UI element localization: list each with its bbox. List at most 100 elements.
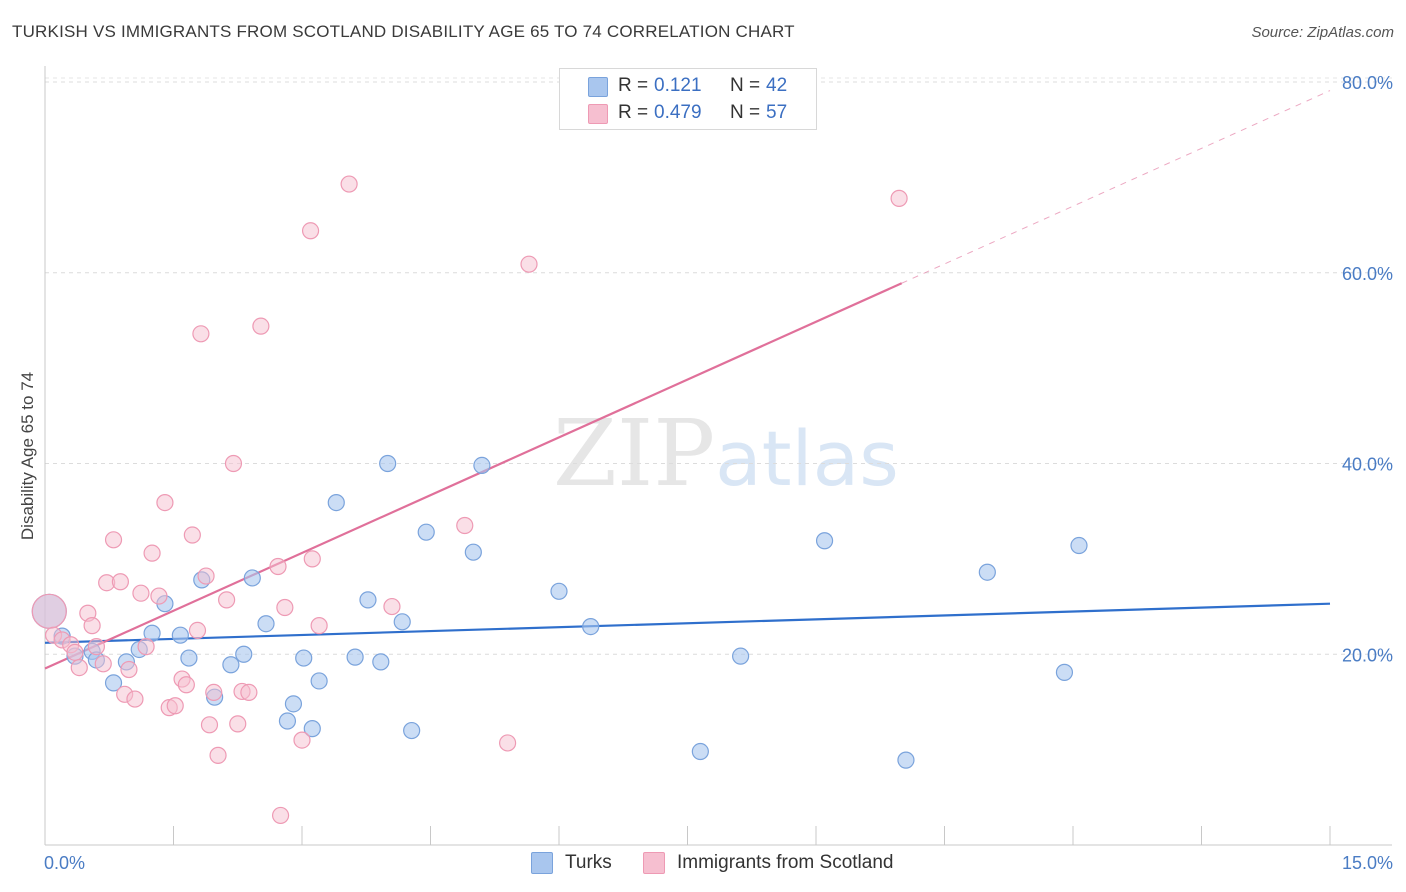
- turks-point: [379, 454, 397, 473]
- scotland-point: [104, 531, 123, 549]
- y-tick-label: 80.0%: [1342, 73, 1393, 93]
- turks-point: [815, 532, 834, 550]
- scotland-point: [120, 660, 138, 679]
- y-axis-title: Disability Age 65 to 74: [18, 372, 37, 540]
- scotland-point: [340, 175, 358, 193]
- scotland-point: [150, 587, 168, 605]
- turks-point: [403, 721, 421, 740]
- turks-point: [1070, 536, 1088, 555]
- scotland-point: [83, 617, 101, 635]
- scotland-point: [224, 454, 243, 473]
- turks-point: [582, 617, 600, 636]
- legend-row-turks: R = 0.121 N = 42: [560, 73, 816, 99]
- scotland-legend-swatch: [643, 852, 665, 874]
- legend-n-label: N =: [730, 75, 761, 96]
- turks-point: [310, 672, 328, 690]
- scotland-point: [383, 597, 401, 616]
- legend-r-label: R =: [618, 102, 649, 123]
- watermark: ZIPatlas: [553, 400, 899, 507]
- turks-swatch: [588, 77, 608, 97]
- turks-point: [180, 649, 198, 667]
- scotland-point: [456, 516, 474, 535]
- watermark-atlas: atlas: [715, 414, 899, 503]
- scotland-point: [126, 690, 144, 708]
- scotland-point: [276, 598, 294, 617]
- scotland-point: [156, 494, 174, 512]
- turks-point: [327, 494, 345, 512]
- scotland-point: [252, 317, 270, 335]
- legend-item-scotland[interactable]: Immigrants from Scotland: [643, 852, 893, 874]
- legend-row-scotland: R = 0.479 N = 57: [560, 100, 816, 126]
- legend-r-value: 0.121: [654, 75, 702, 96]
- turks-point: [1055, 663, 1074, 681]
- scotland-point: [66, 643, 84, 661]
- scotland-legend-label: Immigrants from Scotland: [677, 852, 894, 873]
- turks-point: [732, 647, 750, 665]
- turks-point: [393, 613, 411, 631]
- turks-point: [278, 712, 297, 730]
- scotland-point: [197, 567, 215, 585]
- turks-point: [473, 456, 491, 475]
- y-tick-label: 20.0%: [1342, 645, 1393, 665]
- turks-legend-swatch: [531, 852, 553, 874]
- scotland-point: [177, 676, 195, 694]
- y-tick-label: 40.0%: [1342, 455, 1393, 475]
- correlation-legend: R = 0.121 N = 42 R = 0.479 N = 57: [559, 68, 817, 130]
- axes: [44, 66, 1392, 846]
- scotland-point: [70, 659, 88, 677]
- turks-point: [303, 720, 321, 738]
- scotland-point: [520, 255, 538, 273]
- scotland-point: [94, 655, 112, 673]
- scotland-point: [132, 584, 150, 602]
- turks-point: [295, 649, 313, 667]
- chart-title: TURKISH VS IMMIGRANTS FROM SCOTLAND DISA…: [12, 22, 795, 41]
- legend-n-value: 42: [766, 75, 788, 96]
- scotland-point: [303, 550, 321, 568]
- scotland-point: [111, 573, 129, 591]
- turks-point: [257, 615, 275, 633]
- tick-labels: 20.0% 40.0% 60.0% 80.0% 0.0% 15.0%: [44, 73, 1393, 873]
- scotland-point: [192, 325, 210, 343]
- scotland-point: [205, 683, 223, 702]
- turks-point: [550, 582, 568, 600]
- turks-point: [359, 591, 377, 609]
- scotland-point: [301, 222, 320, 240]
- x-tick-label: 15.0%: [1342, 853, 1393, 873]
- turks-point: [691, 742, 709, 761]
- turks-point: [464, 543, 482, 561]
- scotland-point: [890, 189, 908, 207]
- data-points: [31, 175, 1088, 825]
- turks-trend-line: [44, 602, 1331, 644]
- scotland-point: [166, 697, 184, 715]
- scotland-point: [209, 746, 227, 764]
- scotland-trend-line: [44, 282, 903, 670]
- scotland-point: [310, 617, 328, 635]
- scotland-point: [31, 593, 67, 629]
- turks-point: [284, 695, 303, 713]
- x-tick-label: 0.0%: [44, 853, 85, 873]
- scotland-swatch: [588, 104, 608, 124]
- scotland-point: [293, 731, 311, 749]
- scotland-point: [218, 591, 236, 609]
- watermark-zip: ZIP: [553, 400, 716, 507]
- scotland-point: [269, 557, 287, 576]
- turks-point: [104, 674, 123, 692]
- scotland-point: [137, 638, 155, 656]
- source-label: Source: ZipAtlas.com: [1251, 24, 1394, 41]
- turks-point: [171, 626, 189, 644]
- scotland-point: [183, 526, 201, 544]
- legend-item-turks[interactable]: Turks: [531, 852, 612, 874]
- turks-point: [978, 563, 996, 581]
- turks-point: [417, 523, 435, 541]
- scotland-point: [143, 544, 161, 562]
- legend-n-label: N =: [730, 102, 761, 123]
- trend-lines: [44, 90, 1331, 670]
- scotland-trend-extension: [901, 90, 1331, 284]
- scotland-point: [200, 716, 219, 734]
- turks-point: [222, 656, 240, 674]
- y-tick-label: 60.0%: [1342, 264, 1393, 284]
- scotland-point: [188, 621, 207, 640]
- scotland-point: [499, 734, 517, 752]
- legend-r-value: 0.479: [654, 102, 702, 123]
